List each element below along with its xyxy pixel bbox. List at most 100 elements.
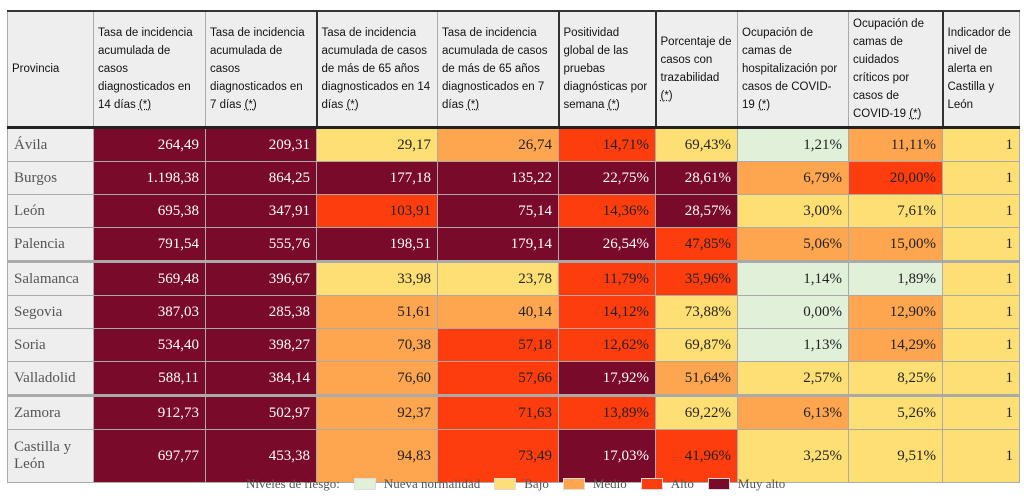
- footnote-link[interactable]: (*): [607, 99, 620, 111]
- value-cell: 1: [942, 361, 1020, 396]
- value-cell: 396,67: [205, 260, 317, 296]
- value-cell: 534,40: [93, 328, 206, 362]
- legend-label: Alto: [670, 476, 694, 491]
- value-cell: 40,14: [437, 295, 559, 329]
- footnote-link[interactable]: (*): [138, 99, 152, 111]
- value-cell: 697,77: [93, 429, 206, 483]
- value-cell: 57,18: [437, 328, 559, 362]
- header-label: Tasa de incidencia acumulada de casos di…: [98, 27, 193, 111]
- value-cell: 73,88%: [655, 295, 738, 329]
- value-cell: 29,17: [316, 127, 438, 162]
- value-cell: 12,90%: [848, 295, 943, 329]
- footnote-link[interactable]: (*): [346, 99, 359, 111]
- value-cell: 15,00%: [848, 227, 943, 262]
- column-header: Provincia: [7, 10, 94, 129]
- legend-label: Medio: [592, 476, 627, 491]
- value-cell: 17,03%: [558, 429, 656, 483]
- value-cell: 11,79%: [558, 260, 656, 296]
- header-label: Positividad global de las pruebas diagnó…: [563, 27, 648, 111]
- column-header: Indicador de nivel de alerta en Castilla…: [941, 10, 1020, 129]
- footnote-link[interactable]: (*): [660, 90, 673, 102]
- value-cell: 73,49: [437, 429, 559, 483]
- value-cell: 17,92%: [558, 361, 656, 396]
- value-cell: 7,61%: [848, 194, 943, 228]
- value-cell: 1,14%: [737, 260, 849, 296]
- table-row: Zamora 912,73 502,97 92,37 71,63 13,89% 69,22%…: [7, 394, 1020, 430]
- value-cell: 912,73: [93, 394, 206, 430]
- value-cell: 6,79%: [737, 161, 849, 195]
- table-row: Segovia 387,03 285,38 51,61 40,14 14,12% 73,88…: [7, 295, 1020, 329]
- province-cell: Valladolid: [7, 361, 94, 396]
- footnote-link[interactable]: (*): [244, 99, 257, 111]
- value-cell: 695,38: [93, 194, 206, 228]
- table-row: Castilla y León 697,77 453,38 94,83 73,49 17,…: [7, 429, 1020, 483]
- value-cell: 51,61: [316, 295, 438, 329]
- province-cell: Zamora: [7, 394, 94, 430]
- header-row: Provincia Tasa de incidencia acumulada de…: [7, 10, 1020, 129]
- value-cell: 26,54%: [558, 227, 656, 262]
- value-cell: 14,29%: [848, 328, 943, 362]
- value-cell: 3,25%: [737, 429, 849, 483]
- value-cell: 1.198,38: [93, 161, 206, 195]
- footnote-link[interactable]: (*): [758, 99, 771, 111]
- legend-swatch: [353, 478, 376, 490]
- value-cell: 177,18: [316, 161, 438, 195]
- value-cell: 398,27: [205, 328, 317, 362]
- value-cell: 1,21%: [737, 127, 849, 162]
- footnote-link[interactable]: (*): [466, 99, 480, 111]
- footnote-link[interactable]: (*): [909, 108, 922, 120]
- value-cell: 76,60: [316, 361, 438, 396]
- value-cell: 1,89%: [848, 260, 943, 296]
- value-cell: 35,96%: [655, 260, 738, 296]
- legend-swatch: [707, 478, 730, 490]
- column-header: Tasa de incidencia acumulada de casos di…: [205, 10, 317, 129]
- header-label: Tasa de incidencia acumulada de casos di…: [210, 27, 305, 111]
- value-cell: 14,12%: [558, 295, 656, 329]
- value-cell: 20,00%: [848, 161, 943, 195]
- value-cell: 347,91: [205, 194, 317, 228]
- value-cell: 12,62%: [558, 328, 656, 362]
- risk-table: Provincia Tasa de incidencia acumulada de…: [7, 10, 1020, 483]
- value-cell: 1: [942, 194, 1020, 228]
- value-cell: 41,96%: [655, 429, 738, 483]
- value-cell: 92,37: [316, 394, 438, 430]
- value-cell: 69,87%: [655, 328, 738, 362]
- value-cell: 387,03: [93, 295, 206, 329]
- table-row: Soria 534,40 398,27 70,38 57,18 12,62% 69,87% 1…: [7, 328, 1020, 362]
- value-cell: 103,91: [316, 194, 438, 228]
- column-header: Positividad global de las pruebas diagnó…: [557, 10, 656, 129]
- province-cell: Salamanca: [7, 260, 94, 296]
- value-cell: 51,64%: [655, 361, 738, 396]
- table-row: Valladolid 588,11 384,14 76,60 57,66 17,92% 51…: [7, 361, 1020, 396]
- legend-label: Bajo: [524, 476, 549, 491]
- value-cell: 588,11: [93, 361, 206, 396]
- value-cell: 1: [942, 260, 1020, 296]
- column-header: Tasa de incidencia acumulada de casos de…: [315, 10, 438, 129]
- value-cell: 135,22: [437, 161, 559, 195]
- legend-swatch: [640, 478, 663, 490]
- value-cell: 198,51: [316, 227, 438, 262]
- legend: Niveles de riesgo: Nueva normalidad Bajo M…: [246, 476, 785, 492]
- province-cell: Castilla y León: [7, 429, 94, 483]
- value-cell: 0,00%: [737, 295, 849, 329]
- legend-label: Muy alto: [737, 476, 786, 491]
- legend-title: Niveles de riesgo:: [246, 476, 340, 491]
- value-cell: 502,97: [205, 394, 317, 430]
- value-cell: 264,49: [93, 127, 206, 162]
- value-cell: 3,00%: [737, 194, 849, 228]
- province-cell: Palencia: [7, 227, 94, 262]
- column-header: Tasa de incidencia acumulada de casos de…: [437, 10, 559, 129]
- value-cell: 70,38: [316, 328, 438, 362]
- legend-swatch: [562, 478, 585, 490]
- header-label: Indicador de nivel de alerta en Castilla…: [947, 27, 1011, 111]
- value-cell: 864,25: [205, 161, 317, 195]
- value-cell: 569,48: [93, 260, 206, 296]
- value-cell: 1: [942, 227, 1020, 262]
- value-cell: 14,71%: [558, 127, 656, 162]
- province-cell: León: [7, 194, 94, 228]
- value-cell: 94,83: [316, 429, 438, 483]
- value-cell: 1: [942, 429, 1020, 483]
- value-cell: 453,38: [205, 429, 317, 483]
- value-cell: 26,74: [437, 127, 559, 162]
- value-cell: 1: [942, 161, 1020, 195]
